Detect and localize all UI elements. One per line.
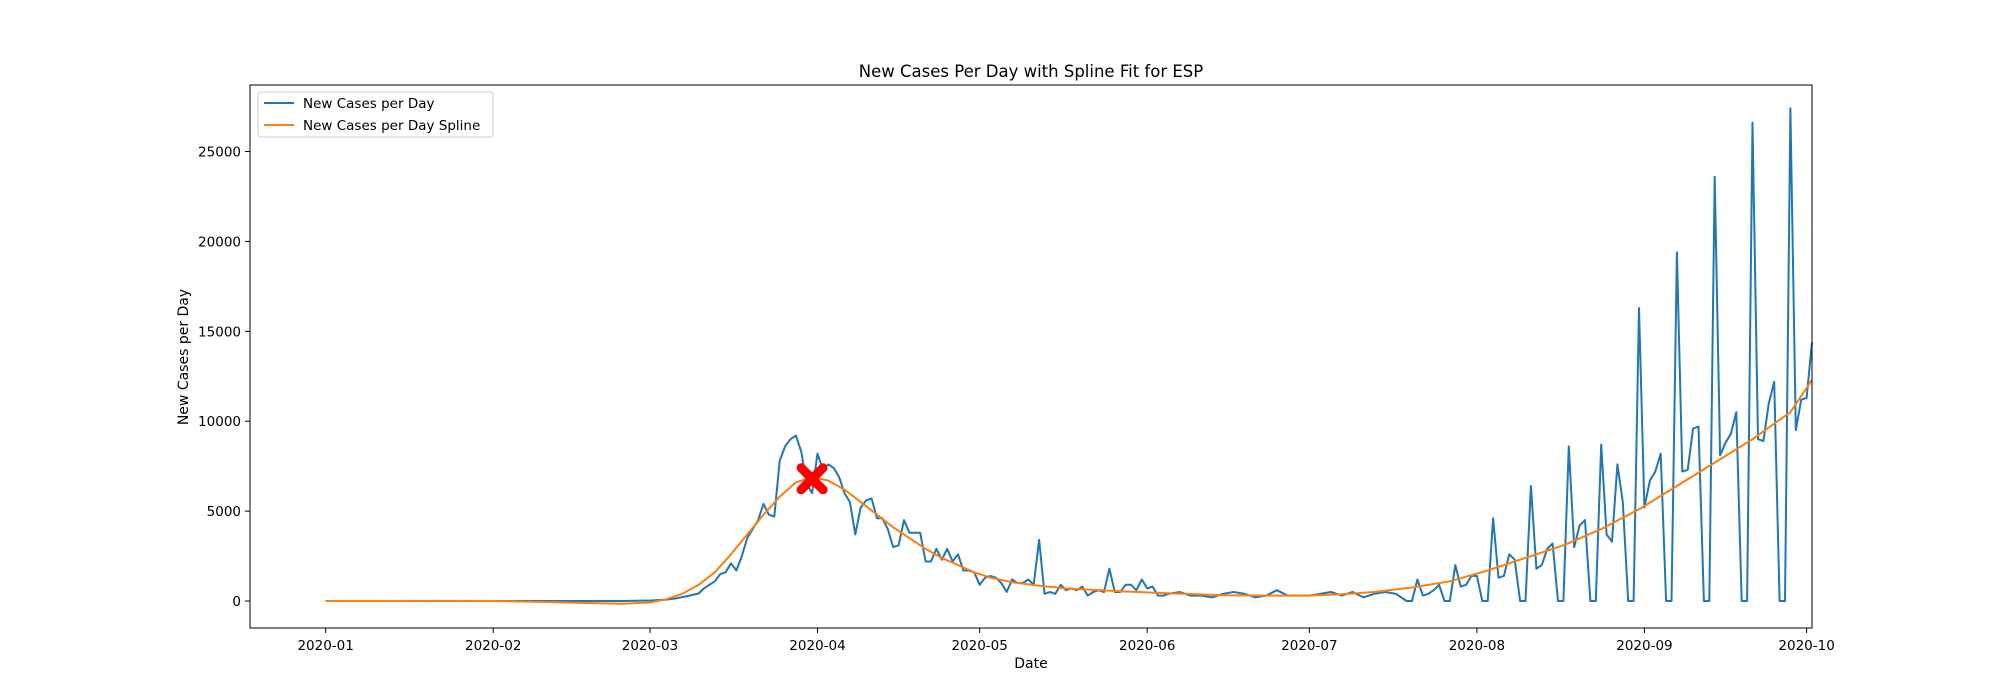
- x-axis: 2020-01 2020-02 2020-03 2020-04 2020-05 2020-…: [297, 628, 1835, 654]
- x-tick-label: 2020-02: [465, 638, 521, 654]
- series-line-spline: [325, 379, 1813, 605]
- x-tick-label: 2020-08: [1449, 638, 1505, 654]
- legend: New Cases per Day New Cases per Day Spli…: [257, 91, 494, 138]
- plot-frame: [249, 84, 1813, 629]
- y-tick-label: 10000: [198, 414, 241, 430]
- y-tick-label: 0: [232, 594, 241, 610]
- chart-title: New Cases Per Day with Spline Fit for ES…: [859, 62, 1203, 81]
- x-tick-label: 2020-05: [951, 638, 1007, 654]
- y-tick-label: 25000: [198, 145, 241, 161]
- legend-label-spline: New Cases per Day Spline: [303, 118, 480, 134]
- x-tick-label: 2020-01: [297, 638, 353, 654]
- legend-box: [257, 91, 494, 138]
- x-tick-label: 2020-04: [789, 638, 845, 654]
- x-tick-label: 2020-10: [1778, 638, 1834, 654]
- marker-layer: [796, 463, 828, 495]
- legend-label-cases: New Cases per Day: [303, 96, 434, 112]
- y-tick-label: 20000: [198, 234, 241, 250]
- y-axis-title: New Cases per Day: [176, 289, 192, 425]
- plot-area: [249, 84, 1813, 629]
- x-tick-label: 2020-07: [1281, 638, 1337, 654]
- peak-marker-cross: [796, 463, 828, 495]
- x-tick-label: 2020-03: [622, 638, 678, 654]
- peak-marker: [796, 463, 828, 495]
- series-layer: [325, 107, 1813, 605]
- x-tick-label: 2020-09: [1616, 638, 1672, 654]
- y-tick-label: 5000: [207, 504, 241, 520]
- x-tick-label: 2020-06: [1119, 638, 1175, 654]
- plot-background: [250, 85, 1812, 628]
- x-axis-title: Date: [1014, 656, 1047, 672]
- y-tick-label: 15000: [198, 324, 241, 340]
- y-axis: 0 5000 10000 15000 20000 25000: [198, 145, 250, 610]
